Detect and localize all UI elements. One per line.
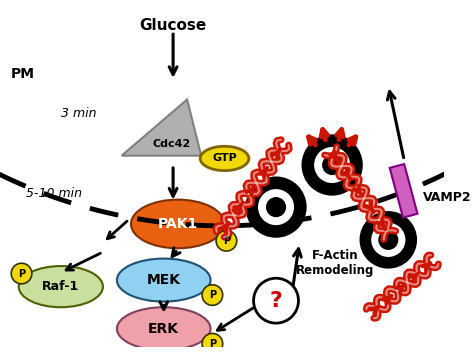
Ellipse shape [117,307,210,350]
Text: Glucose: Glucose [139,18,207,33]
Circle shape [323,156,341,174]
Circle shape [267,198,285,216]
Text: Cdc42: Cdc42 [152,139,191,149]
Text: F-Actin
Remodeling: F-Actin Remodeling [296,249,374,277]
Ellipse shape [18,266,103,307]
Circle shape [216,230,237,251]
Circle shape [379,230,398,249]
Ellipse shape [200,146,249,171]
Circle shape [202,333,223,354]
Polygon shape [122,99,201,156]
Text: P: P [209,290,216,300]
Text: P: P [223,236,230,246]
FancyBboxPatch shape [390,164,418,217]
Text: MEK: MEK [147,273,181,287]
Circle shape [310,144,354,186]
Ellipse shape [117,258,210,302]
Text: Raf-1: Raf-1 [42,280,80,293]
Circle shape [202,285,223,305]
Ellipse shape [131,200,225,248]
Text: ERK: ERK [148,322,179,336]
Text: 3 min: 3 min [61,107,96,120]
Text: PAK1: PAK1 [158,217,198,231]
Circle shape [360,212,416,268]
Text: PM: PM [11,67,35,81]
Text: P: P [18,269,25,279]
Circle shape [368,219,409,260]
Text: P: P [209,339,216,349]
Circle shape [11,263,32,284]
Circle shape [302,135,362,195]
Circle shape [254,278,299,323]
Text: GTP: GTP [212,153,237,163]
Circle shape [255,186,298,229]
Text: ?: ? [270,291,283,311]
Circle shape [246,177,306,237]
Text: 5-10 min: 5-10 min [26,186,82,199]
Text: VAMP2: VAMP2 [423,191,472,204]
